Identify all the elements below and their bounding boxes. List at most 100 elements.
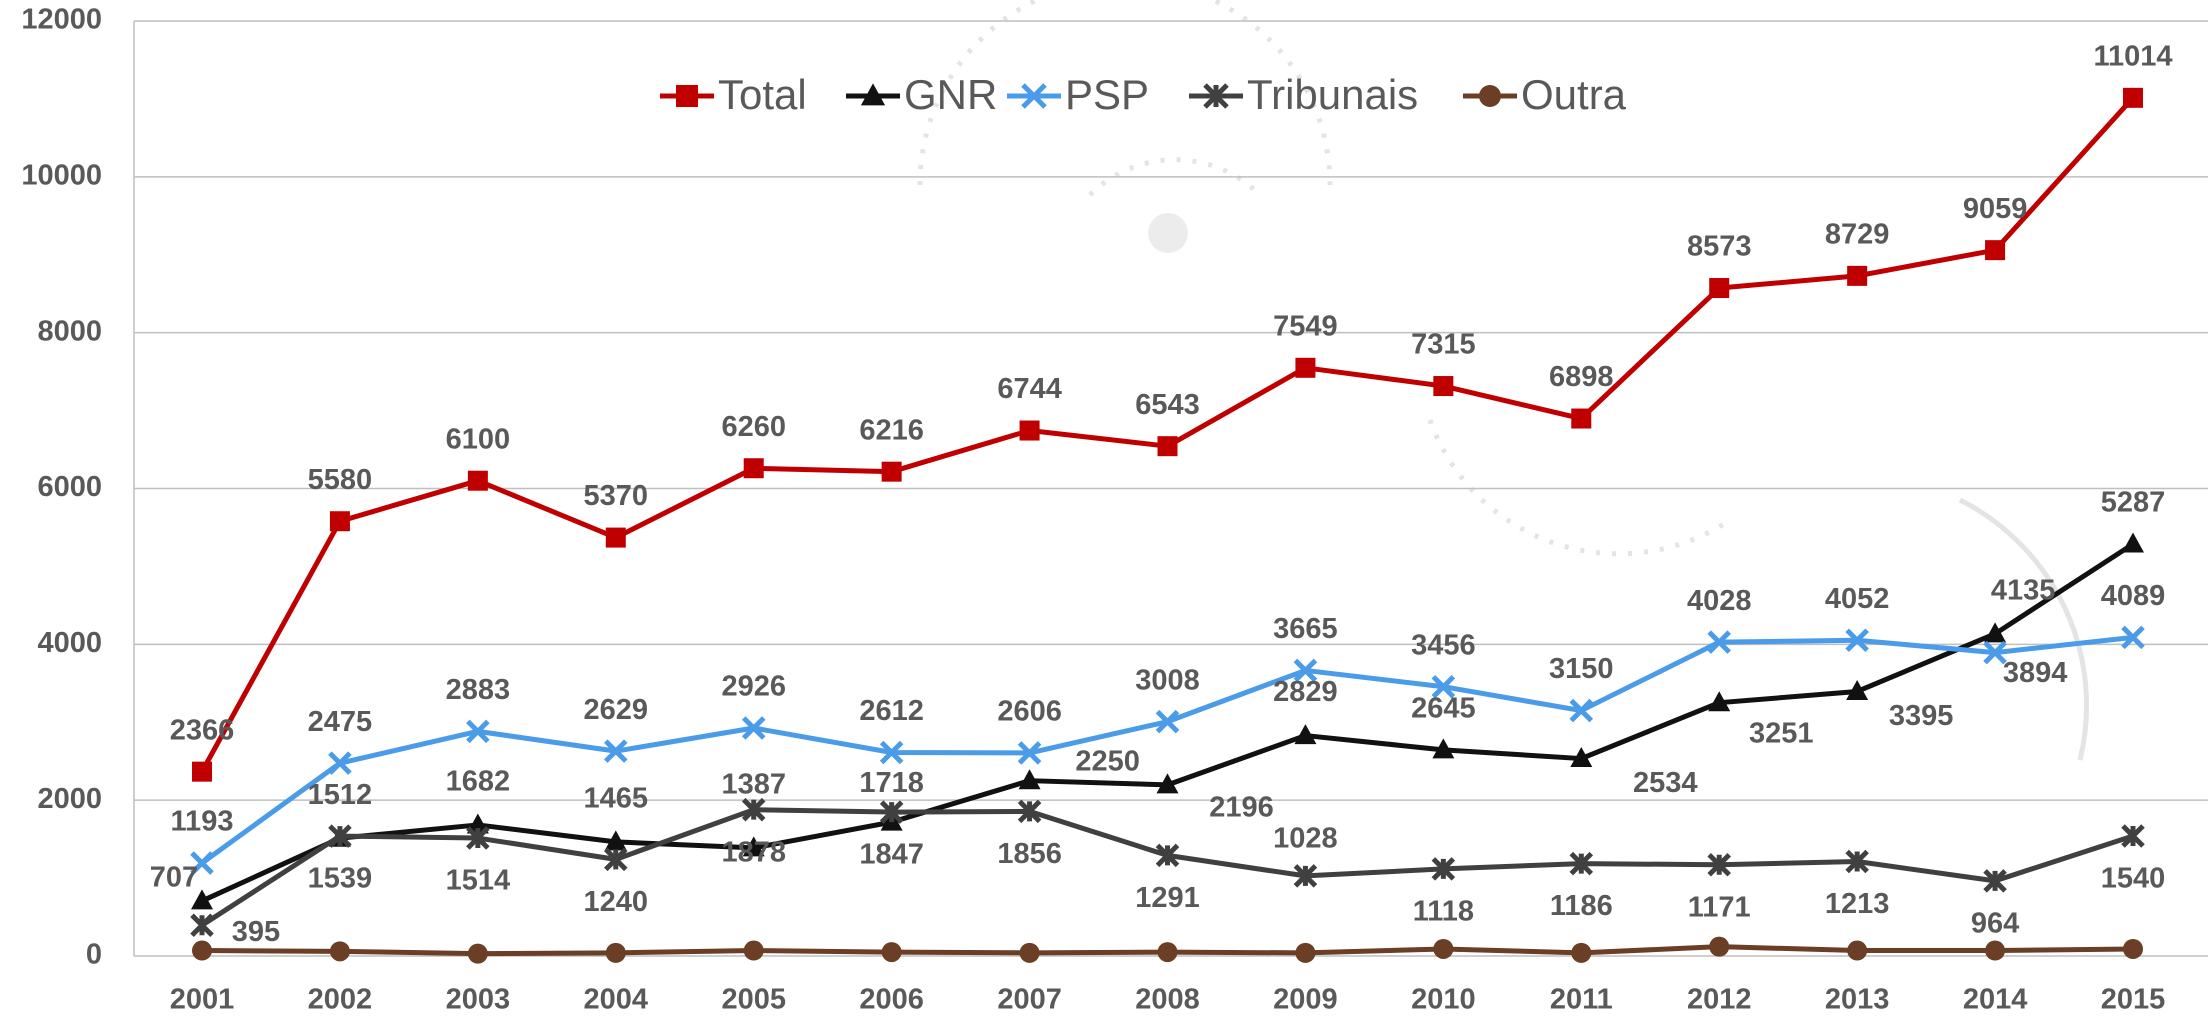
data-label: 1193 xyxy=(171,806,234,838)
marker xyxy=(1295,943,1315,963)
data-label: 4135 xyxy=(1991,574,2056,606)
data-label: 2883 xyxy=(446,674,511,706)
decor-arc xyxy=(1430,420,1730,554)
data-label: 1514 xyxy=(446,865,511,897)
x-tick-label: 2002 xyxy=(308,984,373,1016)
marker xyxy=(606,943,626,963)
legend-label: GNR xyxy=(904,71,997,118)
x-tick-label: 2005 xyxy=(721,984,786,1016)
data-label: 11014 xyxy=(2093,40,2172,72)
y-tick-label: 12000 xyxy=(21,4,102,36)
data-label: 2829 xyxy=(1273,676,1338,708)
x-tick-label: 2001 xyxy=(170,984,235,1016)
data-label: 4052 xyxy=(1825,583,1890,615)
data-label: 2196 xyxy=(1209,792,1274,824)
marker xyxy=(192,915,212,935)
marker xyxy=(882,462,902,482)
data-label: 1171 xyxy=(1688,891,1751,923)
marker xyxy=(676,85,698,107)
data-label: 1856 xyxy=(997,838,1062,870)
data-label: 1240 xyxy=(584,886,649,918)
decor-arc xyxy=(1960,500,2087,760)
data-label: 1387 xyxy=(721,769,786,801)
data-label: 6744 xyxy=(997,373,1062,405)
data-label: 1291 xyxy=(1135,882,1200,914)
y-tick-label: 10000 xyxy=(21,159,102,191)
marker xyxy=(882,942,902,962)
data-label: 8729 xyxy=(1825,219,1890,251)
data-label: 2612 xyxy=(859,695,924,727)
data-label: 1465 xyxy=(584,783,649,815)
x-tick-label: 2014 xyxy=(1963,984,2028,1016)
data-label: 6100 xyxy=(446,423,511,455)
marker xyxy=(1847,266,1867,286)
marker xyxy=(1158,942,1178,962)
marker xyxy=(1433,939,1453,959)
data-label: 6543 xyxy=(1135,389,1200,421)
marker xyxy=(2123,88,2143,108)
data-label: 6260 xyxy=(721,411,786,443)
marker xyxy=(1847,941,1867,961)
data-label: 1213 xyxy=(1825,888,1890,920)
data-label: 5370 xyxy=(584,480,649,512)
x-tick-label: 2015 xyxy=(2101,984,2166,1016)
x-tick-label: 2010 xyxy=(1411,984,1476,1016)
data-label: 707 xyxy=(150,862,198,894)
y-tick-label: 2000 xyxy=(37,783,102,815)
marker xyxy=(1158,436,1178,456)
legend-label: Tribunais xyxy=(1247,71,1418,118)
data-label: 2366 xyxy=(170,714,235,746)
marker xyxy=(1709,278,1729,298)
data-label: 6898 xyxy=(1549,361,1614,393)
marker xyxy=(192,941,212,961)
data-label: 7315 xyxy=(1411,329,1476,361)
marker xyxy=(1985,240,2005,260)
data-label: 964 xyxy=(1971,908,2019,940)
data-label: 2250 xyxy=(1075,745,1140,777)
data-label: 3395 xyxy=(1889,700,1954,732)
marker xyxy=(1709,937,1729,957)
x-tick-label: 2012 xyxy=(1687,984,1752,1016)
data-label: 3251 xyxy=(1749,717,1814,749)
y-tick-label: 0 xyxy=(86,939,102,971)
legend-label: Outra xyxy=(1521,71,1627,118)
legend-label: PSP xyxy=(1065,71,1149,118)
data-label: 1847 xyxy=(859,839,924,871)
data-label: 3150 xyxy=(1549,653,1614,685)
legend-label: Total xyxy=(718,71,807,118)
marker xyxy=(1571,943,1591,963)
data-label: 2534 xyxy=(1633,767,1698,799)
data-label: 9059 xyxy=(1963,193,2028,225)
data-label: 1682 xyxy=(446,766,511,798)
x-tick-label: 2008 xyxy=(1135,984,1200,1016)
data-label: 395 xyxy=(232,916,280,948)
marker xyxy=(1479,85,1501,107)
data-label: 2606 xyxy=(997,696,1062,728)
marker xyxy=(1984,622,2006,642)
legend: Total GNR PSP Tribunais Outra xyxy=(660,71,1627,118)
marker xyxy=(1433,376,1453,396)
marker xyxy=(1985,941,2005,961)
marker xyxy=(1020,421,1040,441)
data-label: 1878 xyxy=(721,836,786,868)
x-tick-label: 2009 xyxy=(1273,984,1338,1016)
data-label: 4089 xyxy=(2101,580,2166,612)
marker xyxy=(192,762,212,782)
data-label: 2645 xyxy=(1411,693,1476,725)
marker xyxy=(1571,409,1591,429)
data-label: 6216 xyxy=(859,414,924,446)
data-label: 3665 xyxy=(1273,613,1338,645)
data-label: 2629 xyxy=(584,694,649,726)
x-tick-label: 2007 xyxy=(997,984,1062,1016)
marker xyxy=(744,458,764,478)
x-tick-label: 2013 xyxy=(1825,984,1890,1016)
data-label: 5287 xyxy=(2101,487,2166,519)
marker xyxy=(744,941,764,961)
data-label: 3008 xyxy=(1135,664,1200,696)
data-label: 7549 xyxy=(1273,310,1338,342)
data-label: 1718 xyxy=(859,767,924,799)
decor-dot xyxy=(1148,213,1188,253)
y-tick-label: 8000 xyxy=(37,315,102,347)
data-label: 1539 xyxy=(308,863,373,895)
data-label: 2475 xyxy=(308,706,373,738)
